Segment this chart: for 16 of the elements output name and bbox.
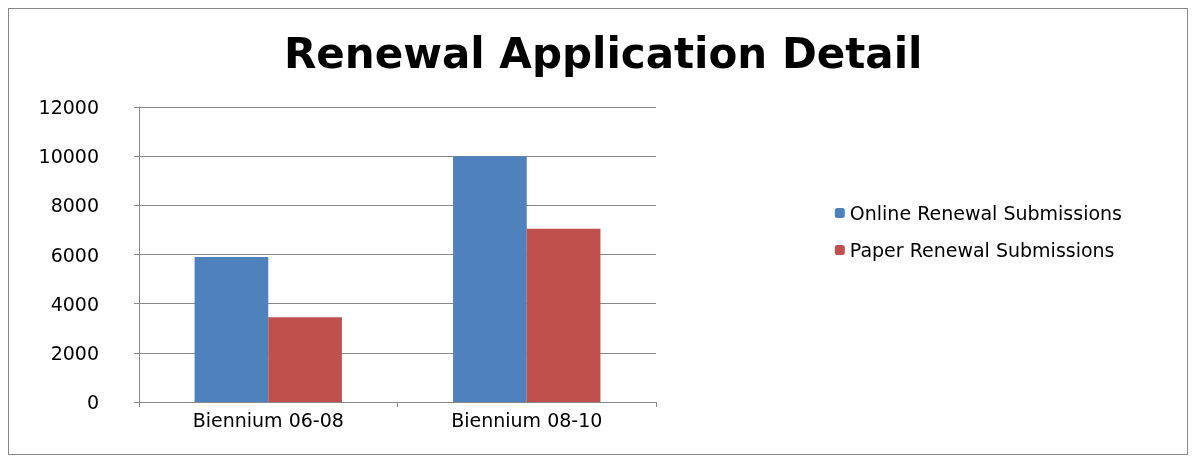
- bar: [453, 156, 527, 402]
- y-tick-label: 10000: [38, 145, 99, 168]
- bar: [268, 317, 342, 402]
- x-tick-label: Biennium 08-10: [451, 408, 603, 431]
- x-tick-label: Biennium 06-08: [192, 408, 344, 431]
- y-tick-label: 6000: [50, 243, 99, 266]
- y-tick-label: 2000: [50, 341, 99, 364]
- bar: [194, 256, 269, 402]
- legend-label: Paper Renewal Submissions: [849, 239, 1115, 261]
- chart-title: Renewal Application Detail: [284, 28, 923, 78]
- y-tick-label: 0: [86, 391, 99, 413]
- y-tick-label: 8000: [50, 194, 99, 217]
- legend-label: Online Renewal Submissions: [849, 202, 1123, 224]
- y-tick-label: 12000: [38, 96, 99, 118]
- y-tick-label: 4000: [50, 292, 99, 315]
- bar: [526, 228, 601, 402]
